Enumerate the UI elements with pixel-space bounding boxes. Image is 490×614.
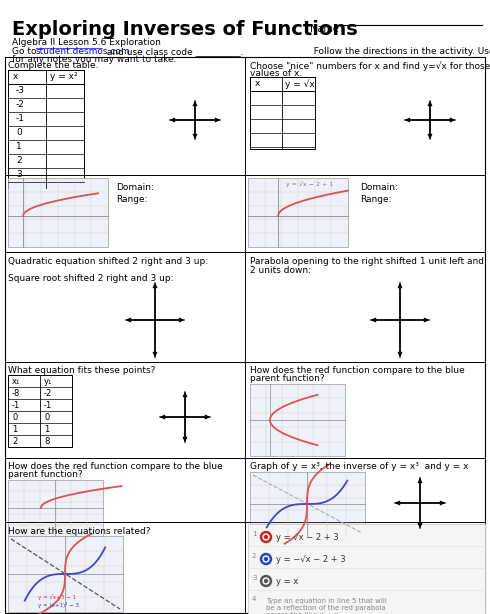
Text: Go to: Go to [12, 47, 39, 56]
Text: 3: 3 [16, 170, 22, 179]
Text: y = x: y = x [276, 577, 298, 586]
Text: 2: 2 [252, 553, 256, 559]
Text: Algebra II Lesson 5.6 Exploration: Algebra II Lesson 5.6 Exploration [12, 38, 161, 47]
Text: y = x²: y = x² [50, 72, 77, 81]
Bar [8, 70, 84, 188]
Text: -3: -3 [16, 86, 25, 95]
Text: x₁: x₁ [12, 377, 21, 386]
Text: How does the red function compare to the blue: How does the red function compare to the… [8, 462, 223, 471]
Text: -8: -8 [12, 389, 21, 398]
Text: 3: 3 [252, 575, 256, 581]
Bar [8, 178, 108, 247]
Text: 0: 0 [16, 128, 22, 137]
Text: Exploring Inverses of Functions: Exploring Inverses of Functions [12, 20, 358, 39]
Text: and use class code __________.: and use class code __________. [104, 47, 244, 56]
Text: Square root shifted 2 right and 3 up:: Square root shifted 2 right and 3 up: [8, 274, 173, 283]
Circle shape [261, 532, 271, 543]
Text: Quadratic equation shifted 2 right and 3 up:: Quadratic equation shifted 2 right and 3… [8, 257, 208, 266]
Bar [8, 536, 123, 612]
Circle shape [263, 578, 269, 584]
Text: 1: 1 [44, 425, 49, 434]
Text: -2: -2 [16, 100, 25, 109]
Text: 2: 2 [16, 156, 22, 165]
Text: Range:: Range: [360, 195, 392, 204]
Bar [250, 77, 315, 149]
Text: -2: -2 [44, 389, 52, 398]
Text: Parabola opening to the right shifted 1 unit left and: Parabola opening to the right shifted 1 … [250, 257, 484, 266]
Text: What equation fits these points?: What equation fits these points? [8, 366, 155, 375]
Text: Complete the table.: Complete the table. [8, 61, 98, 70]
Text: y = −√x − 2 + 3: y = −√x − 2 + 3 [276, 555, 345, 564]
Text: parent function?: parent function? [250, 374, 325, 383]
Text: parent function?: parent function? [8, 470, 83, 479]
Text: y = √x+3 − 1: y = √x+3 − 1 [38, 594, 76, 600]
Text: 4: 4 [252, 596, 256, 602]
Circle shape [261, 553, 271, 564]
Bar [250, 472, 365, 536]
Text: Domain:: Domain: [360, 183, 398, 192]
Text: Range:: Range: [116, 195, 147, 204]
Circle shape [265, 580, 268, 583]
Bar [248, 524, 485, 614]
Bar [8, 70, 84, 84]
Circle shape [265, 558, 268, 561]
Text: y = √x − 2 + 1: y = √x − 2 + 1 [286, 181, 333, 187]
Circle shape [263, 534, 269, 540]
Text: 8: 8 [44, 437, 49, 446]
Circle shape [263, 556, 269, 562]
Text: -1: -1 [44, 401, 52, 410]
Text: y₁: y₁ [44, 377, 52, 386]
Text: -1: -1 [12, 401, 20, 410]
Text: Graph of y = x³, the inverse of y = x³  and y = x: Graph of y = x³, the inverse of y = x³ a… [250, 462, 468, 471]
Text: -1: -1 [16, 114, 25, 123]
Text: How does the red function compare to the blue: How does the red function compare to the… [250, 366, 465, 375]
Bar [250, 384, 345, 456]
Text: y = (x+1)³ − 3: y = (x+1)³ − 3 [38, 602, 79, 608]
Bar [8, 480, 103, 536]
Circle shape [261, 575, 271, 586]
Text: y = √x: y = √x [285, 79, 315, 88]
Text: Follow the directions in the activity. Use this sheet: Follow the directions in the activity. U… [308, 47, 490, 56]
Bar [250, 77, 315, 91]
Text: 0: 0 [12, 413, 17, 422]
Text: 1: 1 [16, 142, 22, 151]
Text: 0: 0 [44, 413, 49, 422]
Text: 1: 1 [12, 425, 17, 434]
Text: x: x [255, 79, 260, 88]
Bar [248, 178, 348, 247]
Circle shape [265, 535, 268, 538]
Text: y = √x − 2 + 3: y = √x − 2 + 3 [276, 533, 339, 542]
Text: Choose "nice" numbers for x and find y=√x for those: Choose "nice" numbers for x and find y=√… [250, 61, 490, 71]
Text: 2 units down:: 2 units down: [250, 266, 311, 275]
Text: Type an equation in line 5 that will
be a reflection of the red parabola
across : Type an equation in line 5 that will be … [266, 598, 387, 614]
Text: for any notes you may want to take.: for any notes you may want to take. [12, 55, 176, 64]
Text: How are the equations related?: How are the equations related? [8, 527, 150, 536]
Text: values of x.: values of x. [250, 69, 302, 78]
Text: Domain:: Domain: [116, 183, 154, 192]
Text: Name: Name [310, 24, 339, 34]
Text: x: x [13, 72, 19, 81]
Bar [8, 375, 72, 447]
Text: 1: 1 [252, 531, 256, 537]
Text: student.desmos.com: student.desmos.com [36, 47, 131, 56]
Text: 2: 2 [12, 437, 17, 446]
